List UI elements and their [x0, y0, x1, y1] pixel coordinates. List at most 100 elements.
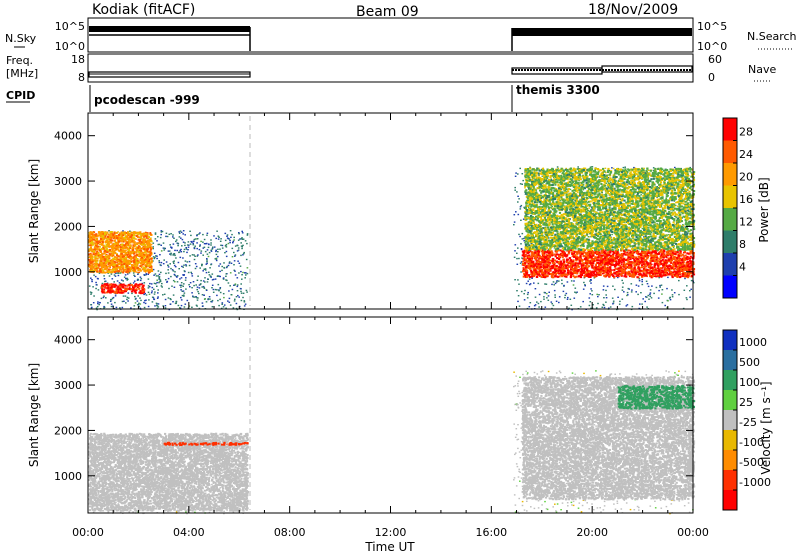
power-cell: [575, 292, 577, 293]
power-cell: [139, 297, 141, 298]
power-cell: [523, 240, 525, 241]
power-region-cell: [113, 264, 115, 266]
power-cell: [182, 257, 184, 258]
power-cell: [192, 275, 194, 276]
power-cell: [178, 262, 180, 263]
power-cell: [202, 302, 204, 303]
power-cell: [119, 273, 121, 274]
power-cell: [610, 182, 612, 183]
power-region-cell: [122, 271, 124, 273]
power-region-cell: [130, 259, 132, 261]
power-cell: [619, 301, 621, 302]
power-cell: [202, 242, 204, 243]
power-cell: [128, 292, 130, 293]
power-cell: [165, 279, 167, 280]
power-cell: [514, 187, 516, 188]
power-region-cell: [134, 290, 136, 292]
power-cell: [226, 256, 228, 257]
power-cell: [200, 252, 202, 253]
power-cell: [109, 267, 111, 268]
power-cell: [208, 298, 210, 299]
power-cell: [241, 279, 243, 280]
power-cell: [639, 278, 641, 279]
power-cell: [650, 296, 652, 297]
power-region-cell: [106, 256, 108, 258]
power-cell: [247, 273, 249, 274]
power-cell: [209, 274, 211, 275]
power-cell: [219, 249, 221, 250]
power-cell: [173, 243, 175, 244]
power-cell: [517, 264, 519, 265]
power-cell: [221, 304, 223, 305]
power-cell: [197, 276, 199, 277]
power-cell: [246, 259, 248, 260]
power-cell: [545, 307, 547, 308]
power-region-cell: [148, 272, 150, 274]
power-region-cell: [116, 232, 118, 234]
power-region-cell: [133, 259, 135, 261]
power-region-cell: [112, 244, 114, 246]
power-cell: [191, 242, 193, 243]
power-region-cell: [101, 286, 103, 288]
power-cell: [166, 233, 168, 234]
power-region-cell: [96, 247, 98, 249]
power-cell: [165, 307, 167, 308]
power-cell: [137, 280, 139, 281]
power-cell: [220, 292, 222, 293]
power-region-cell: [149, 243, 151, 245]
power-region-cell: [101, 248, 103, 250]
power-region-cell: [144, 240, 146, 242]
power-region-cell: [96, 238, 98, 240]
power-cell: [230, 237, 232, 238]
power-cell: [137, 304, 139, 305]
power-cell: [179, 278, 181, 279]
power-cell: [141, 278, 143, 279]
power-cell: [647, 283, 649, 284]
power-cell: [163, 249, 165, 250]
power-cell: [225, 276, 227, 277]
power-cell: [522, 238, 524, 239]
power-cell: [173, 263, 175, 264]
power-region-cell: [96, 257, 98, 259]
power-cell: [119, 307, 121, 308]
power-region-cell: [118, 234, 120, 236]
power-cell: [597, 296, 599, 297]
power-region-cell: [109, 289, 111, 291]
power-cell: [204, 299, 206, 300]
power-region-cell: [107, 290, 109, 292]
power-region-cell: [116, 290, 118, 292]
power-cell: [622, 299, 624, 300]
power-cell: [223, 277, 225, 278]
power-cell: [232, 242, 234, 243]
power-region-cell: [149, 254, 151, 256]
power-cell: [520, 263, 522, 264]
power-cell: [195, 284, 197, 285]
nave-tick-top: 60: [708, 53, 722, 66]
power-cell: [238, 247, 240, 248]
power-cell: [641, 303, 643, 304]
power-cell: [215, 250, 217, 251]
power-region-cell: [136, 250, 138, 252]
power-cell: [220, 245, 222, 246]
power-region-cell: [106, 266, 108, 268]
power-cell: [197, 299, 199, 300]
power-region-cell: [120, 233, 122, 235]
power-cell: [111, 273, 113, 274]
power-cell: [245, 240, 247, 241]
power-cell: [154, 253, 156, 254]
power-region-cell: [102, 241, 104, 243]
power-cell: [163, 263, 165, 264]
power-region-cell: [127, 268, 129, 270]
power-cell: [178, 305, 180, 306]
power-cell: [111, 304, 113, 305]
power-cell: [611, 167, 613, 168]
power-cell: [571, 280, 573, 281]
power-region-cell: [113, 232, 115, 234]
power-cell: [161, 250, 163, 251]
power-cell: [665, 198, 667, 199]
power-cell: [110, 269, 112, 270]
power-cell: [127, 273, 129, 274]
power-cell: [189, 286, 191, 287]
power-cell: [219, 276, 221, 277]
power-cell: [558, 280, 560, 281]
